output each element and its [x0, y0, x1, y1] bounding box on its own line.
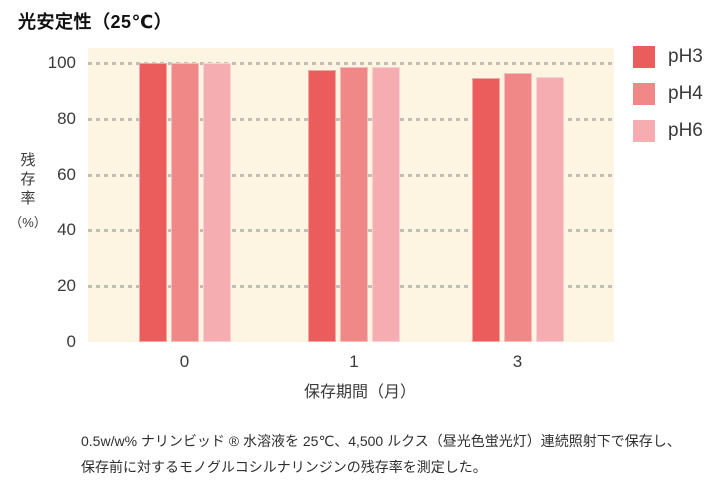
legend: pH3 pH4 pH6 [633, 46, 703, 157]
legend-item-pH6: pH6 [633, 120, 703, 142]
bar-pH6-month-3 [535, 76, 564, 342]
legend-label: pH6 [668, 120, 703, 141]
plot-area [88, 48, 614, 342]
y-tick-100: 100 [47, 53, 76, 72]
x-tick-0: 0 [179, 352, 190, 371]
y-tick-0: 0 [66, 332, 76, 351]
y-axis-title-char: 率 [20, 190, 36, 207]
legend-swatch-pH6 [633, 120, 655, 142]
caption-line: 0.5w/w% ナリンビッド ® 水溶液を 25℃、4,500 ルクス（昼光色蛍… [81, 433, 681, 449]
bar-pH4-month-0 [170, 63, 199, 342]
bar-pH3-month-3 [471, 78, 500, 342]
legend-item-pH4: pH4 [633, 83, 703, 105]
bar-pH4-month-1 [340, 67, 368, 342]
y-tick-80: 80 [57, 108, 76, 128]
bar-pH6-month-0 [202, 63, 231, 342]
y-tick-40: 40 [57, 220, 76, 240]
bar-pH4-month-3 [503, 72, 532, 342]
x-tick-3: 3 [512, 352, 523, 371]
x-tick-1: 1 [349, 352, 359, 371]
bar-pH3-month-0 [138, 63, 167, 342]
legend-swatch-pH4 [633, 83, 655, 105]
legend-item-pH3: pH3 [633, 46, 703, 68]
y-axis-unit: （%） [9, 215, 47, 230]
legend-label: pH3 [668, 46, 703, 67]
caption-line: 保存前に対するモノグルコシルナリンジンの残存率を測定した。 [81, 459, 487, 475]
legend-label: pH4 [668, 83, 703, 104]
chart-title: 光安定性（25℃） [18, 12, 173, 32]
y-axis-title: 残 存 率 （%） [9, 151, 47, 231]
gridline-100 [88, 62, 614, 65]
y-axis-title-char: 存 [20, 171, 36, 188]
chart-caption: 0.5w/w% ナリンビッド ® 水溶液を 25℃、4,500 ルクス（昼光色蛍… [81, 428, 701, 480]
y-axis-title-char: 残 [20, 152, 36, 169]
y-tick-60: 60 [57, 164, 76, 184]
bar-pH3-month-1 [308, 69, 336, 342]
y-tick-20: 20 [57, 276, 76, 296]
bar-pH6-month-1 [372, 67, 400, 342]
legend-swatch-pH3 [633, 46, 655, 68]
x-axis-title: 保存期間（月） [303, 384, 416, 401]
